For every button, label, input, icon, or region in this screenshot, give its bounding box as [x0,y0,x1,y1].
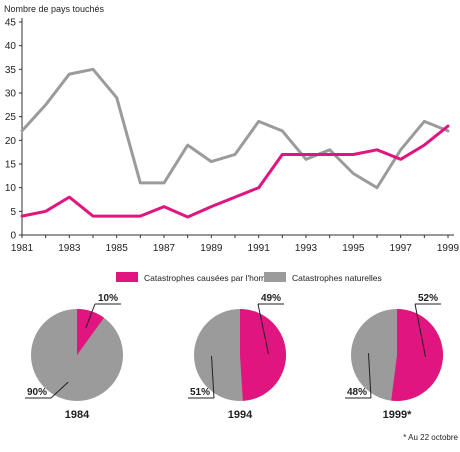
pie-slice-man-made [240,309,287,401]
footnote: * Au 22 octobre [403,433,458,442]
pie-slice-man-made [77,309,105,355]
x-tick-label: 1999 [437,243,460,254]
pie-label-natural: 90% [27,387,47,398]
y-tick-label: 15 [5,160,17,171]
y-tick-label: 35 [5,65,17,76]
x-tick-label: 1995 [342,243,365,254]
pie-1999: 52% 48% 1999* [345,293,443,421]
pie-label-natural: 48% [347,387,367,398]
x-tick-label: 1985 [106,243,129,254]
legend: Catastrophes causées par l'homme Catastro… [116,272,382,283]
pie-leader-man-made [414,303,426,357]
x-tick-label: 1989 [200,243,223,254]
pie-title: 1994 [228,409,253,421]
pie-leader-man-made [85,303,96,329]
pie-1994: 49% 51% 1994 [188,293,287,421]
line-chart: 0 5 10 15 20 25 30 35 40 45 1981 1983 1985 1987 1989 19… [5,18,460,255]
x-tick-label: 1997 [390,243,413,254]
y-tick-label: 30 [5,89,17,100]
legend-item-man-made-label: Catastrophes causées par l'homme [144,273,278,283]
x-tick-label: 1991 [248,243,271,254]
y-tick-label: 45 [5,18,17,29]
pie-leader-natural [50,381,69,399]
y-tick-label: 10 [5,183,17,194]
pie-title: 1984 [65,409,90,421]
pie-label-natural: 51% [190,387,210,398]
pie-label-man-made: 10% [98,293,118,304]
legend-item-natural-label: Catastrophes naturelles [292,273,382,283]
pie-leader-natural [211,355,215,399]
pie-1984: 10% 90% 1984 [25,293,123,421]
pie-leader-man-made [257,303,269,355]
y-tick-label: 20 [5,136,17,147]
x-tick-label: 1983 [58,243,81,254]
pie-title: 1999* [383,409,412,421]
series-line-man-made [20,124,450,219]
pie-charts: 10% 90% 1984 49% 51% 1994 52% 48% 1999* [25,293,443,421]
x-tick-label: 1981 [11,243,34,254]
pie-leader-natural [368,353,372,399]
x-tick-label: 1987 [153,243,176,254]
pie-label-man-made: 49% [261,293,281,304]
y-tick-label: 40 [5,41,17,52]
y-tick-label: 5 [10,207,16,218]
y-tick-label: 25 [5,112,17,123]
pie-slice-man-made [391,309,443,401]
series-line-natural [20,67,450,190]
pie-label-man-made: 52% [418,293,438,304]
legend-item-man-made-swatch [116,272,138,282]
x-tick-label: 1993 [295,243,318,254]
y-tick-label: 0 [10,231,16,242]
legend-item-natural-swatch [264,272,286,282]
y-axis-title: Nombre de pays touchés [4,4,105,14]
